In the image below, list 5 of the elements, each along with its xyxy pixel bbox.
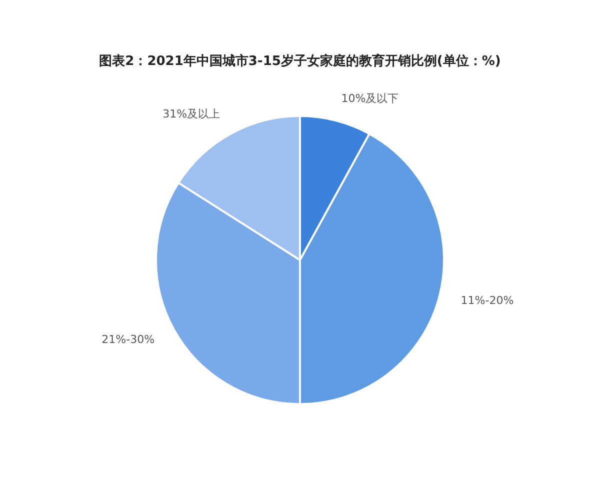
slice-label: 31%及以上 — [162, 107, 220, 120]
slice-label: 10%及以下 — [341, 92, 399, 106]
slice-label: 21%-30% — [102, 332, 155, 346]
slice-label: 11%-20% — [460, 294, 514, 308]
chart-title: 图表2：2021年中国城市3-15岁子女家庭的教育开销比例(单位：%) — [98, 52, 502, 70]
